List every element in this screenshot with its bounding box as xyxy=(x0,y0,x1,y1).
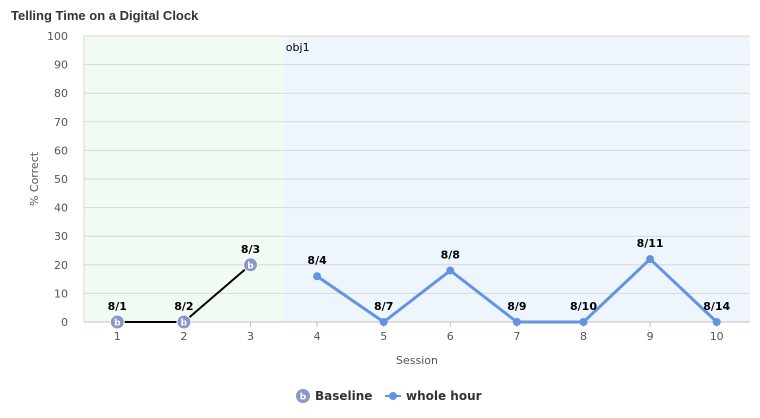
data-point xyxy=(512,318,521,326)
chart-title: Telling Time on a Digital Clock xyxy=(11,8,199,23)
x-tick-label: 8 xyxy=(580,330,587,343)
data-label: 8/8 xyxy=(441,249,460,262)
y-tick-label: 80 xyxy=(54,87,68,100)
y-tick-label: 30 xyxy=(54,230,68,243)
data-label: 8/1 xyxy=(108,300,127,313)
baseline-marker xyxy=(109,314,125,330)
x-tick-label: 2 xyxy=(180,330,187,343)
data-point xyxy=(379,318,388,326)
y-tick-label: 10 xyxy=(54,287,68,300)
x-axis-label: Session xyxy=(396,354,438,367)
data-label: 8/14 xyxy=(703,300,730,313)
data-point xyxy=(646,255,655,264)
data-label: 8/10 xyxy=(570,300,597,313)
legend-label: whole hour xyxy=(406,389,482,403)
baseline-marker xyxy=(176,314,192,330)
x-tick-label: 9 xyxy=(647,330,654,343)
x-tick-label: 10 xyxy=(710,330,724,343)
y-tick-label: 90 xyxy=(54,59,68,72)
x-tick-label: 6 xyxy=(447,330,454,343)
data-point xyxy=(446,266,455,275)
legend-baseline-marker xyxy=(296,389,310,403)
y-axis-label: % Correct xyxy=(28,151,41,206)
data-label: 8/4 xyxy=(307,254,327,267)
baseline-marker xyxy=(243,257,258,273)
legend-label: Baseline xyxy=(315,389,372,403)
baseline-marker-letter: b xyxy=(247,261,254,271)
y-tick-label: 50 xyxy=(54,173,68,186)
data-point xyxy=(313,272,322,281)
data-point xyxy=(579,318,588,326)
x-tick-label: 1 xyxy=(114,330,121,343)
data-label: 8/3 xyxy=(241,243,260,256)
y-tick-label: 70 xyxy=(54,116,68,129)
data-label: 8/2 xyxy=(174,300,193,313)
baseline-marker-letter: b xyxy=(181,319,188,329)
data-label: 8/11 xyxy=(637,237,664,250)
legend-baseline-letter: b xyxy=(300,393,307,403)
data-label: 8/9 xyxy=(507,300,526,313)
y-tick-label: 100 xyxy=(47,30,68,43)
baseline-marker-letter: b xyxy=(114,319,121,329)
x-tick-label: 4 xyxy=(314,330,321,343)
y-tick-label: 0 xyxy=(61,316,68,329)
x-tick-label: 5 xyxy=(380,330,387,343)
data-point xyxy=(712,318,721,326)
x-tick-label: 7 xyxy=(513,330,520,343)
phase-label: obj1 xyxy=(286,41,310,54)
y-tick-label: 40 xyxy=(54,202,68,215)
y-tick-label: 60 xyxy=(54,144,68,157)
y-tick-label: 20 xyxy=(54,259,68,272)
x-tick-label: 3 xyxy=(247,330,254,343)
data-label: 8/7 xyxy=(374,300,393,313)
legend-whole-hour-marker xyxy=(389,392,397,400)
